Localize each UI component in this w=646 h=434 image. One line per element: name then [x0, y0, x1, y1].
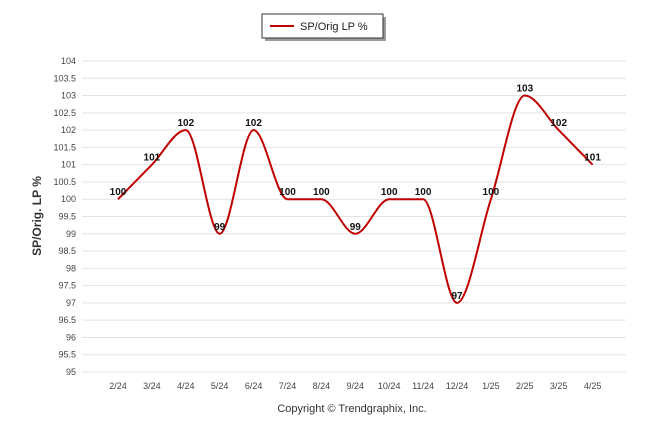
y-tick-label: 98.5	[58, 246, 76, 256]
data-label: 100	[279, 187, 296, 198]
y-tick-label: 102	[61, 125, 76, 135]
x-tick-label: 12/24	[446, 381, 469, 391]
data-label: 100	[110, 187, 127, 198]
y-tick-label: 104	[61, 56, 76, 66]
x-tick-label: 9/24	[347, 381, 365, 391]
data-label: 102	[550, 118, 567, 129]
x-tick-label: 2/25	[516, 381, 534, 391]
y-tick-label: 96.5	[58, 315, 76, 325]
y-tick-label: 95	[66, 367, 76, 377]
y-tick-label: 103.5	[53, 73, 76, 83]
data-label: 100	[415, 187, 432, 198]
x-tick-label: 11/24	[412, 381, 434, 391]
x-tick-label: 10/24	[378, 381, 401, 391]
x-tick-label: 5/24	[211, 381, 229, 391]
data-label: 101	[144, 153, 161, 164]
legend: SP/Orig LP %	[261, 13, 386, 41]
y-tick-label: 102.5	[53, 108, 76, 118]
x-tick-label: 7/24	[279, 381, 297, 391]
x-axis-ticks: 2/24 3/24 4/24 5/24 6/24 7/24 8/24 9/24 10/24 11/…	[109, 381, 601, 391]
y-tick-label: 100	[61, 194, 76, 204]
x-tick-label: 4/24	[177, 381, 195, 391]
x-tick-label: 8/24	[313, 381, 331, 391]
copyright-footer: Copyright © Trendgraphix, Inc.	[277, 403, 426, 415]
legend-label: SP/Orig LP %	[300, 21, 368, 33]
y-tick-label: 95.5	[58, 350, 76, 360]
y-tick-label: 97.5	[58, 281, 76, 291]
x-tick-label: 3/24	[143, 381, 161, 391]
data-label: 101	[584, 153, 601, 164]
x-tick-label: 1/25	[482, 381, 500, 391]
x-tick-label: 3/25	[550, 381, 568, 391]
y-tick-label: 96	[66, 332, 76, 342]
y-axis-title: SP/Orig. LP %	[30, 176, 44, 256]
y-tick-label: 97	[66, 298, 76, 308]
data-label: 100	[483, 187, 500, 198]
gridlines	[82, 60, 626, 373]
data-label: 102	[245, 118, 262, 129]
data-label: 97	[451, 291, 463, 302]
data-label: 99	[350, 222, 362, 233]
series-line	[117, 94, 594, 304]
data-label: 100	[313, 187, 330, 198]
y-tick-label: 99	[66, 229, 76, 239]
y-tick-label: 100.5	[53, 177, 76, 187]
y-tick-label: 101	[61, 160, 76, 170]
x-tick-label: 2/24	[109, 381, 127, 391]
y-tick-label: 98	[66, 263, 76, 273]
y-tick-label: 103	[61, 91, 76, 101]
data-label: 103	[516, 84, 533, 95]
y-tick-label: 101.5	[53, 142, 76, 152]
x-tick-label: 6/24	[245, 381, 263, 391]
data-label: 102	[177, 118, 194, 129]
data-label: 100	[381, 187, 398, 198]
y-axis-ticks: 95 95.5 96 96.5 97 97.5 98 98.5 99 99.5 100 100.5 10…	[53, 56, 76, 377]
y-tick-label: 99.5	[58, 212, 76, 222]
data-label: 99	[214, 222, 226, 233]
x-tick-label: 4/25	[584, 381, 602, 391]
data-labels: 100 101 102 99 102 100 100 99 100 100 97 100 103 102 1…	[110, 84, 602, 302]
